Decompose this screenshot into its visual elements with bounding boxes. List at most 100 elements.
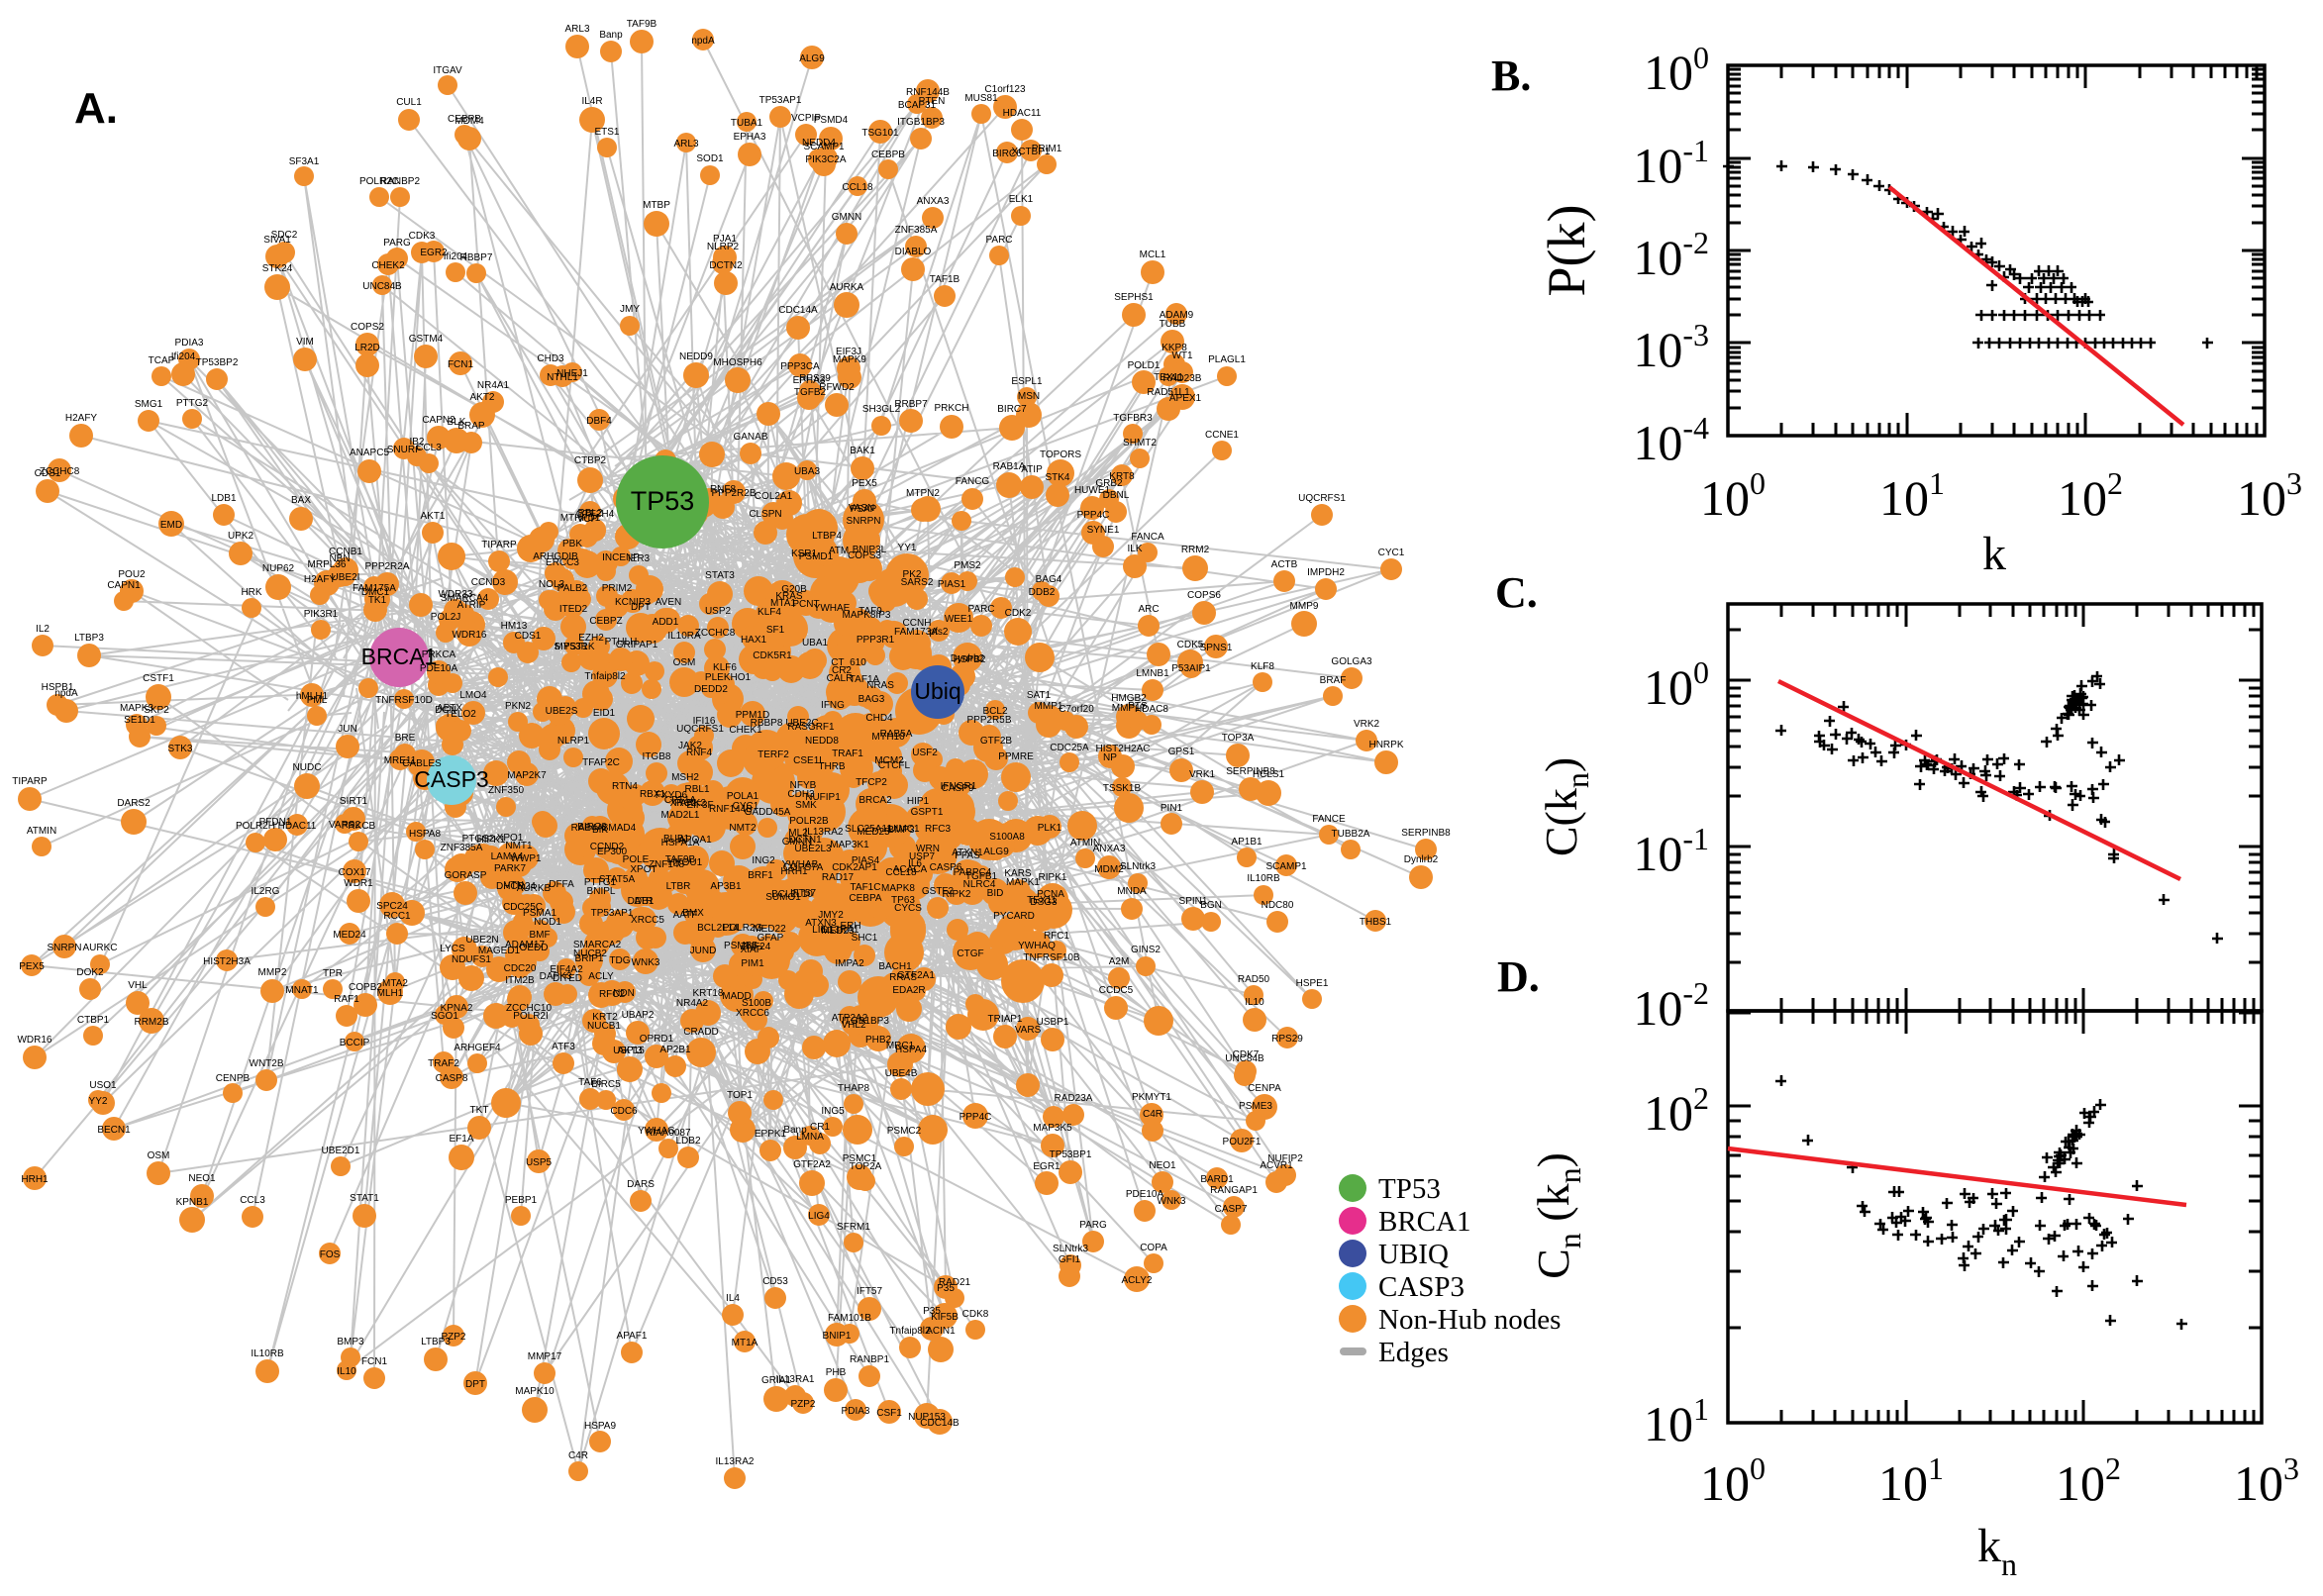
svg-text:VTN: VTN: [504, 880, 524, 891]
svg-text:ITED2: ITED2: [559, 604, 588, 615]
svg-text:CDS1: CDS1: [35, 468, 61, 479]
svg-text:PPMRE: PPMRE: [998, 751, 1034, 762]
svg-text:BIRC8: BIRC8: [577, 822, 607, 833]
svg-text:NHEJ1: NHEJ1: [556, 368, 588, 379]
svg-text:PHB2: PHB2: [865, 1035, 892, 1046]
svg-text:WNK3: WNK3: [1158, 1196, 1186, 1207]
svg-text:LTBP3: LTBP3: [421, 1337, 451, 1347]
svg-text:EIF4A2: EIF4A2: [550, 964, 583, 975]
svg-text:CDC25A: CDC25A: [1050, 743, 1089, 753]
svg-text:UBE2D1: UBE2D1: [322, 1146, 360, 1156]
svg-text:TAF9B: TAF9B: [665, 854, 696, 865]
svg-text:SUMO1: SUMO1: [765, 892, 801, 903]
svg-text:P35: P35: [923, 1306, 941, 1317]
svg-text:ACVR1: ACVR1: [1260, 1160, 1293, 1171]
svg-text:KSR1: KSR1: [791, 549, 818, 559]
svg-text:LDB2: LDB2: [675, 1136, 700, 1147]
svg-text:ZNF350: ZNF350: [488, 785, 525, 796]
svg-text:STK24: STK24: [262, 263, 293, 274]
svg-text:AKT3: AKT3: [617, 1046, 642, 1056]
svg-text:LR2D: LR2D: [354, 343, 380, 353]
svg-text:PARG: PARG: [1079, 1220, 1107, 1231]
svg-text:ATMIN: ATMIN: [1070, 838, 1100, 848]
svg-text:KRT18: KRT18: [693, 988, 724, 999]
svg-text:CENPA: CENPA: [1248, 1083, 1281, 1094]
svg-text:C4R: C4R: [1143, 1109, 1162, 1120]
svg-text:SYNE1: SYNE1: [1087, 525, 1120, 536]
svg-text:CTBP2: CTBP2: [574, 455, 607, 466]
svg-text:MSN: MSN: [1018, 391, 1040, 402]
svg-text:PIN1: PIN1: [1161, 803, 1183, 814]
svg-text:S100B: S100B: [742, 998, 771, 1009]
svg-text:PPM1D: PPM1D: [736, 710, 769, 721]
svg-text:PARG: PARG: [383, 238, 411, 249]
svg-text:KRAS: KRAS: [775, 591, 803, 602]
svg-text:VCPIP: VCPIP: [791, 113, 821, 124]
svg-text:TUBA1: TUBA1: [731, 118, 763, 129]
svg-text:PARC: PARC: [985, 235, 1012, 246]
svg-text:YY1: YY1: [898, 543, 917, 553]
svg-text:JAK2: JAK2: [678, 741, 702, 751]
svg-text:RAD23A: RAD23A: [1055, 1093, 1093, 1104]
svg-text:TP53AP1: TP53AP1: [759, 95, 802, 106]
svg-text:SLNtrk3: SLNtrk3: [1053, 1244, 1089, 1254]
svg-text:BRF1: BRF1: [748, 870, 773, 881]
svg-text:UBAP2: UBAP2: [622, 1010, 655, 1021]
svg-text:BARD1: BARD1: [1200, 1174, 1234, 1185]
svg-text:TGFBR3: TGFBR3: [1113, 413, 1153, 424]
svg-text:MMP9: MMP9: [1290, 601, 1319, 612]
svg-text:PRKCH: PRKCH: [934, 403, 968, 414]
svg-text:ERH: ERH: [840, 921, 860, 932]
svg-text:BRAP: BRAP: [457, 421, 485, 432]
svg-text:BRCA1: BRCA1: [1378, 1206, 1470, 1238]
svg-text:MNAT1: MNAT1: [285, 985, 319, 996]
svg-text:ELK1: ELK1: [1009, 194, 1034, 205]
svg-text:LTBR: LTBR: [666, 881, 691, 892]
svg-text:GFI1: GFI1: [1059, 1254, 1081, 1265]
svg-text:CDC14A: CDC14A: [778, 305, 818, 316]
svg-text:HRH1: HRH1: [780, 866, 808, 877]
svg-text:SF1: SF1: [766, 625, 785, 636]
svg-text:TP53: TP53: [1378, 1173, 1441, 1205]
svg-text:ARL3: ARL3: [564, 24, 589, 35]
svg-text:IFT57: IFT57: [790, 888, 817, 899]
svg-text:TAF1B: TAF1B: [930, 274, 960, 285]
svg-text:C.: C.: [1495, 568, 1538, 617]
svg-text:ARL3: ARL3: [673, 139, 698, 150]
svg-text:RRAS: RRAS: [889, 972, 917, 983]
svg-text:BGN: BGN: [1200, 900, 1222, 911]
svg-text:PRIM1: PRIM1: [1032, 144, 1062, 154]
svg-text:BMX: BMX: [682, 908, 704, 919]
svg-text:SPIN1: SPIN1: [1179, 896, 1208, 907]
svg-text:TNFRSF10D: TNFRSF10D: [375, 695, 433, 706]
svg-text:SPNS1: SPNS1: [1200, 643, 1233, 653]
svg-text:RAD51L1: RAD51L1: [1147, 387, 1190, 398]
svg-text:ILK: ILK: [1127, 544, 1142, 554]
svg-text:KLF8: KLF8: [1251, 661, 1274, 672]
svg-text:BID: BID: [987, 888, 1004, 899]
svg-text:LTBP3: LTBP3: [74, 633, 104, 644]
svg-text:USP7: USP7: [909, 851, 936, 862]
svg-text:BNIP1: BNIP1: [823, 1331, 852, 1342]
svg-text:PTGS2: PTGS2: [462, 834, 495, 845]
svg-text:TERF2: TERF2: [758, 749, 789, 760]
svg-text:ATP2A2: ATP2A2: [832, 1013, 868, 1024]
svg-text:ATMIN: ATMIN: [27, 826, 56, 837]
svg-text:Tnfaip8l2: Tnfaip8l2: [889, 1326, 931, 1337]
svg-text:JUND: JUND: [690, 946, 717, 956]
svg-text:IL6: IL6: [908, 858, 922, 869]
svg-text:CUL1: CUL1: [396, 97, 422, 108]
svg-text:BAK1: BAK1: [850, 446, 875, 456]
svg-text:IFNGR1: IFNGR1: [941, 781, 977, 792]
svg-text:YWHAQ: YWHAQ: [1018, 941, 1056, 951]
svg-text:IMPDH2: IMPDH2: [1307, 567, 1345, 578]
svg-text:TAF1A: TAF1A: [850, 674, 880, 685]
svg-text:TAF1C: TAF1C: [851, 882, 881, 893]
svg-text:VARS2: VARS2: [329, 820, 360, 831]
svg-text:CASP3: CASP3: [1378, 1271, 1464, 1303]
svg-text:SCAMP1: SCAMP1: [1265, 861, 1307, 872]
svg-text:USP2: USP2: [705, 606, 732, 617]
svg-text:AKT1: AKT1: [420, 511, 445, 522]
svg-text:ITGAV: ITGAV: [433, 65, 462, 76]
svg-text:TELO2: TELO2: [445, 709, 476, 720]
